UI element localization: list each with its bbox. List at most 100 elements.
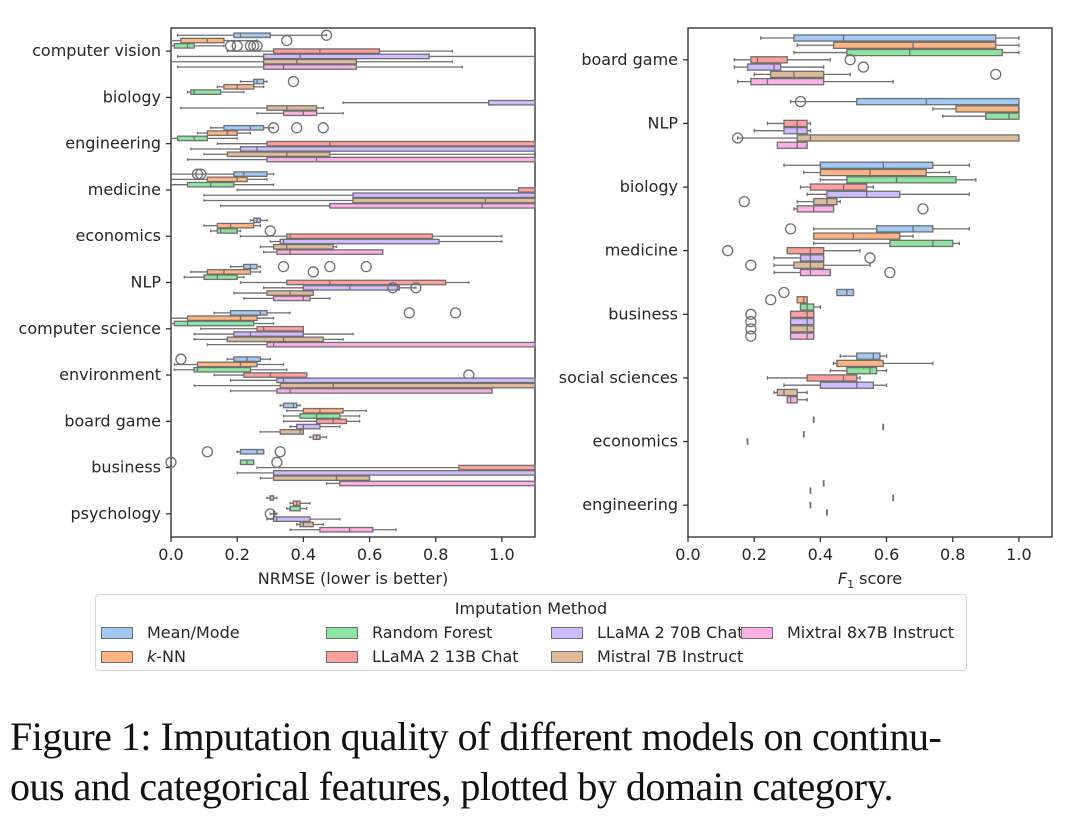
box-medicine-mixtral-8x7b-instruct xyxy=(219,202,536,209)
box-computer-science-mistral-7b-instruct xyxy=(193,336,344,343)
box-environment-random-forest xyxy=(173,366,288,373)
box-medicine-llama-2-70b-chat xyxy=(773,252,876,264)
plot-frame xyxy=(687,27,1053,538)
box-iqr xyxy=(226,151,331,158)
box-board-game-random-forest xyxy=(282,413,361,419)
box-iqr xyxy=(299,413,341,419)
y-tick-label-nlp: NLP xyxy=(130,273,161,292)
box-engineering-mean-mode xyxy=(210,122,329,134)
box-iqr xyxy=(793,34,997,42)
box-biology-mixtral-8x7b-instruct xyxy=(256,110,344,117)
box-medicine-mean-mode xyxy=(784,223,970,235)
box-biology-llama-2-13b-chat xyxy=(799,183,874,191)
outlier-point xyxy=(765,294,777,306)
box-social-sciences-mixtral-8x7b-instruct xyxy=(786,396,808,404)
box-nlp-mistral-7b-instruct xyxy=(731,132,1020,144)
x-tick-label: 0.0 xyxy=(675,545,700,564)
box-psychology-llama-2-70b-chat xyxy=(266,516,341,523)
box-iqr xyxy=(786,246,825,255)
box-engineering-random-forest xyxy=(171,135,238,142)
box-board-game-mistral-7b-instruct xyxy=(753,68,1002,81)
box-iqr xyxy=(286,233,434,240)
box-iqr xyxy=(789,310,815,319)
box-iqr xyxy=(796,205,835,213)
box-iqr xyxy=(806,374,858,382)
box-iqr xyxy=(315,418,348,425)
box-psychology-random-forest xyxy=(286,505,308,512)
box-computer-science-mixtral-8x7b-instruct xyxy=(206,341,536,348)
box-biology-random-forest xyxy=(819,176,977,184)
x-tick-label: 0.8 xyxy=(940,545,965,564)
caption-line-2: ous and categorical features, plotted by… xyxy=(10,764,894,809)
outlier-point xyxy=(201,446,214,458)
caption-line-1: Figure 1: Imputation quality of differen… xyxy=(10,714,942,759)
box-nlp-llama-2-70b-chat xyxy=(263,282,422,294)
box-iqr xyxy=(776,388,798,397)
box-board-game-k-nn xyxy=(796,41,1020,49)
legend-label: Mean/Mode xyxy=(147,623,240,642)
box-iqr xyxy=(253,78,265,85)
box-iqr xyxy=(789,332,815,340)
box-engineering-llama-2-13b-chat xyxy=(216,140,536,147)
box-board-game-llama-2-13b-chat xyxy=(282,418,361,425)
box-biology-random-forest xyxy=(186,89,245,95)
box-business-llama-2-70b-chat xyxy=(236,470,536,476)
box-biology-k-nn xyxy=(803,168,951,177)
box-iqr xyxy=(276,377,536,384)
box-medicine-mixtral-8x7b-instruct xyxy=(773,266,896,279)
box-environment-mistral-7b-instruct xyxy=(193,382,536,389)
box-psychology-mixtral-8x7b-instruct xyxy=(289,526,397,533)
x-tick-label: 0.6 xyxy=(357,545,382,564)
legend-swatch xyxy=(326,626,358,639)
box-iqr xyxy=(239,448,265,455)
box-business-k-nn xyxy=(765,294,808,306)
legend-swatch xyxy=(741,626,773,639)
box-medicine-llama-2-13b-chat xyxy=(236,187,536,193)
outlier-point xyxy=(722,245,734,257)
box-economics-k-nn xyxy=(203,222,261,229)
x-tick-label: 0.2 xyxy=(224,545,249,564)
outlier-point xyxy=(403,307,415,319)
box-nlp-llama-2-13b-chat xyxy=(239,279,470,286)
box-iqr xyxy=(789,325,815,333)
box-environment-llama-2-13b-chat xyxy=(213,369,475,381)
outlier-point xyxy=(745,259,757,271)
box-iqr xyxy=(216,222,255,229)
box-iqr xyxy=(190,89,222,95)
box-iqr xyxy=(266,341,536,348)
box-computer-vision-mean-mode xyxy=(176,29,333,41)
legend-label: Random Forest xyxy=(372,623,493,642)
box-iqr xyxy=(256,325,305,332)
box-iqr xyxy=(272,516,311,523)
box-business-mistral-7b-instruct xyxy=(259,475,371,482)
outlier-point xyxy=(990,68,1002,81)
box-iqr xyxy=(276,249,384,255)
box-psychology-mistral-7b-instruct xyxy=(296,521,324,528)
box-business-mistral-7b-instruct xyxy=(745,323,815,335)
box-iqr xyxy=(458,464,536,471)
y-tick-label-medicine: medicine xyxy=(88,180,161,199)
outlier-point xyxy=(281,34,293,47)
box-iqr xyxy=(832,41,997,49)
box-iqr xyxy=(813,232,901,240)
outlier-point xyxy=(864,252,876,264)
outlier-point xyxy=(320,29,333,41)
box-biology-mistral-7b-instruct xyxy=(738,195,841,208)
y-tick-label-medicine: medicine xyxy=(605,241,678,260)
legend-item-k-nn: k-NN xyxy=(101,647,186,666)
box-nlp-random-forest xyxy=(942,112,1020,120)
x-tick-label: 0.8 xyxy=(423,545,448,564)
outlier-point xyxy=(277,260,290,273)
box-medicine-random-forest xyxy=(171,181,275,188)
box-iqr xyxy=(517,187,536,193)
outlier-point xyxy=(738,195,750,208)
box-biology-llama-2-70b-chat xyxy=(806,190,970,199)
x-tick-label: 0.4 xyxy=(291,545,316,564)
box-iqr xyxy=(223,124,265,131)
box-iqr xyxy=(793,261,825,269)
legend-swatch xyxy=(551,626,583,639)
box-medicine-k-nn xyxy=(171,176,268,183)
box-business-random-forest xyxy=(165,456,283,468)
box-iqr xyxy=(846,176,957,184)
box-iqr xyxy=(329,202,536,209)
